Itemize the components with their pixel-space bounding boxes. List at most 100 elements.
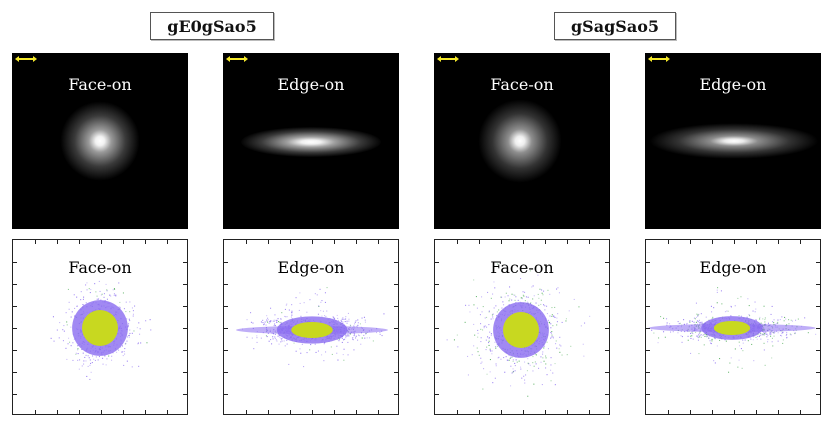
particle xyxy=(495,347,497,349)
particle xyxy=(129,329,131,331)
particle xyxy=(473,323,475,325)
particle xyxy=(133,330,135,332)
particle xyxy=(494,341,496,343)
particle xyxy=(785,318,787,320)
particle xyxy=(716,345,718,347)
particle xyxy=(86,289,88,291)
particle xyxy=(77,353,79,355)
particle xyxy=(698,336,700,338)
particle xyxy=(352,339,354,341)
particle xyxy=(85,302,87,304)
particle xyxy=(326,287,328,289)
particle xyxy=(361,337,363,339)
particle xyxy=(115,294,117,296)
particle xyxy=(473,279,475,281)
particle xyxy=(695,302,697,304)
particle xyxy=(483,368,485,370)
particle xyxy=(334,318,336,320)
particle xyxy=(274,333,276,335)
galaxy-glow xyxy=(478,99,562,183)
particle xyxy=(544,305,546,307)
particle xyxy=(752,310,754,312)
particle xyxy=(729,362,731,364)
particle xyxy=(286,316,288,318)
particle xyxy=(323,360,325,362)
particle xyxy=(527,395,529,397)
particle xyxy=(484,325,486,327)
particle xyxy=(746,316,748,318)
particle xyxy=(353,325,355,327)
particle xyxy=(269,320,271,322)
particle xyxy=(697,339,699,341)
particle xyxy=(716,302,718,304)
particle xyxy=(278,321,280,323)
particle xyxy=(496,311,498,313)
particle xyxy=(550,364,552,366)
particle xyxy=(757,335,759,337)
particle xyxy=(121,351,123,353)
particle xyxy=(90,362,92,364)
particle xyxy=(347,341,349,343)
particle xyxy=(274,337,276,339)
particle-scatter xyxy=(236,287,388,368)
particle xyxy=(83,363,85,365)
particle xyxy=(350,325,352,327)
particle xyxy=(559,344,561,346)
particle xyxy=(128,336,130,338)
particle xyxy=(278,343,280,345)
particle xyxy=(343,318,345,320)
particle xyxy=(786,324,788,326)
particle xyxy=(545,357,547,359)
particle xyxy=(86,375,88,377)
particle xyxy=(281,312,283,314)
particle xyxy=(544,309,546,311)
particle xyxy=(527,296,529,298)
particle xyxy=(559,351,561,353)
particle xyxy=(119,301,121,303)
particle xyxy=(485,349,487,351)
particle xyxy=(551,314,553,316)
particle xyxy=(509,298,511,300)
particle xyxy=(532,356,534,358)
particle xyxy=(550,357,552,359)
particle xyxy=(267,319,269,321)
particle xyxy=(359,323,361,325)
particle xyxy=(710,343,712,345)
particle xyxy=(720,290,722,292)
particle xyxy=(320,301,322,303)
particle xyxy=(83,296,85,298)
particle xyxy=(730,357,732,359)
particle xyxy=(692,333,694,335)
particle xyxy=(772,331,774,333)
particle xyxy=(546,374,548,376)
particle xyxy=(309,299,311,301)
particle xyxy=(551,336,553,338)
particle xyxy=(697,320,699,322)
particle xyxy=(697,336,699,338)
particle xyxy=(573,298,575,300)
particle xyxy=(286,339,288,341)
particle xyxy=(695,321,697,323)
particle xyxy=(512,359,514,361)
particle xyxy=(246,319,248,321)
particle xyxy=(760,338,762,340)
particle xyxy=(366,337,368,339)
particle xyxy=(490,297,492,299)
particle xyxy=(342,322,344,324)
particle xyxy=(332,316,334,318)
particle xyxy=(533,295,535,297)
particle xyxy=(532,370,534,372)
particle xyxy=(476,347,478,349)
particle xyxy=(767,341,769,343)
particle xyxy=(340,320,342,322)
particle xyxy=(481,361,483,363)
particle xyxy=(770,333,772,335)
particle xyxy=(780,334,782,336)
particle xyxy=(128,318,130,320)
particle xyxy=(584,322,586,324)
particle xyxy=(79,359,81,361)
particle xyxy=(505,292,507,294)
particle xyxy=(66,358,68,360)
particle xyxy=(712,316,714,318)
particle xyxy=(338,338,340,340)
